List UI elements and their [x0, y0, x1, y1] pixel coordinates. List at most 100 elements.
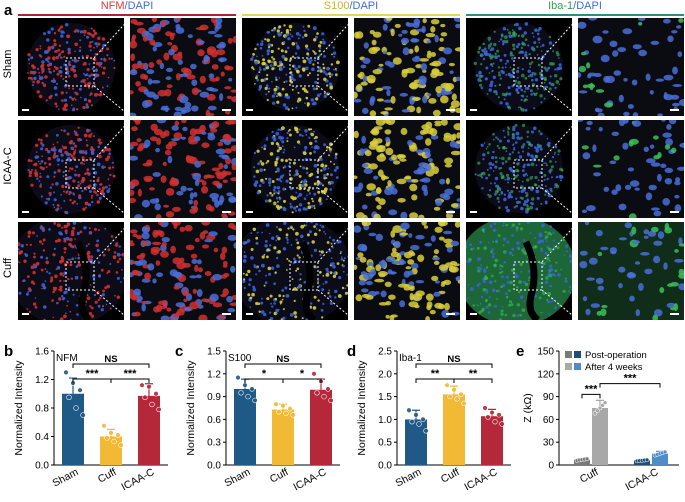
y-tick-label: 0.0: [378, 461, 392, 472]
y-tick-label: 0.6: [207, 415, 221, 426]
significance-label: **: [431, 368, 440, 380]
y-axis-label: Normalized Intensity: [356, 360, 368, 456]
y-tick-label: 0.8: [35, 404, 49, 415]
data-point: [157, 407, 162, 412]
y-tick-label: 0.4: [35, 432, 49, 443]
data-point: [462, 401, 467, 406]
chart-title: Iba-1: [399, 353, 422, 364]
bar-icaa-c: [138, 396, 160, 465]
bar-sham: [405, 419, 427, 465]
data-point: [291, 412, 296, 417]
y-tick-label: 60: [543, 415, 555, 426]
data-point: [67, 395, 72, 400]
legend-swatch: [574, 351, 581, 358]
data-point: [109, 431, 114, 436]
data-point: [417, 422, 422, 427]
x-tick-label: ICAA-C: [291, 466, 328, 493]
zoom-line: [542, 290, 578, 320]
bar-cuff: [443, 394, 465, 465]
bar-sham: [62, 394, 84, 465]
data-point: [663, 450, 667, 454]
data-point: [424, 428, 429, 433]
data-point: [445, 383, 450, 388]
data-point: [493, 419, 498, 424]
data-point: [277, 409, 282, 414]
legend-swatch: [565, 351, 572, 358]
y-tick-label: 0.3: [207, 438, 221, 449]
zoom-line: [318, 120, 354, 160]
significance-label: ***: [585, 383, 599, 395]
significance-label: NS: [276, 354, 289, 365]
data-point: [407, 408, 412, 413]
y-tick-label: 1.5: [207, 347, 221, 358]
data-point: [603, 401, 607, 405]
data-point: [81, 413, 86, 418]
data-point: [112, 439, 117, 444]
data-point: [459, 392, 464, 397]
zoom-line: [542, 188, 578, 218]
significance-label: NS: [104, 354, 117, 365]
y-axis-label: Z (kΩ): [522, 393, 534, 422]
data-point: [119, 443, 124, 448]
y-tick-label: 120: [537, 369, 554, 380]
data-point: [154, 391, 159, 396]
y-axis-label: Normalized Intensity: [185, 360, 197, 456]
significance-label: ***: [86, 368, 100, 380]
data-point: [236, 375, 241, 380]
zoom-line: [542, 222, 578, 262]
zoom-line: [94, 120, 130, 160]
y-tick-label: 1.0: [378, 415, 392, 426]
data-point: [150, 402, 155, 407]
zoom-line: [94, 222, 130, 262]
legend-label: Post-operation: [585, 350, 647, 361]
y-tick-label: 1.2: [207, 369, 221, 380]
data-point: [312, 371, 317, 376]
legend-label: After 4 weeks: [585, 362, 643, 373]
chart-title: S100: [228, 353, 252, 364]
y-tick-label: 0.5: [378, 438, 392, 449]
data-point: [585, 457, 589, 461]
x-tick-label: Cuff: [578, 466, 601, 486]
data-point: [455, 396, 460, 401]
data-point: [105, 436, 110, 441]
bar-cuff: [272, 410, 294, 465]
x-tick-label: Sham: [394, 466, 424, 490]
zoom-line: [94, 290, 130, 320]
y-tick-label: 0.0: [35, 461, 49, 472]
zoom-line: [318, 222, 354, 262]
legend-swatch: [565, 363, 572, 370]
x-tick-label: Cuff: [268, 466, 291, 486]
data-point: [497, 412, 502, 417]
data-point: [246, 394, 251, 399]
y-tick-label: 1.5: [378, 392, 392, 403]
x-tick-label: Sham: [51, 466, 81, 490]
y-tick-label: 90: [543, 392, 555, 403]
legend-swatch: [574, 363, 581, 370]
zoom-line: [318, 188, 354, 218]
zoom-line: [542, 120, 578, 160]
y-tick-label: 0: [548, 461, 554, 472]
y-tick-label: 1.2: [35, 375, 49, 386]
y-tick-label: 2.5: [378, 347, 392, 358]
data-point: [500, 422, 505, 427]
significance-label: *: [300, 368, 305, 380]
significance-label: ***: [624, 373, 638, 385]
x-tick-label: Sham: [223, 466, 253, 490]
x-tick-label: ICAA-C: [462, 466, 499, 493]
zoom-indicator-lines: [0, 0, 685, 330]
data-point: [78, 388, 83, 393]
data-point: [326, 387, 331, 392]
y-tick-label: 30: [543, 438, 555, 449]
data-point: [483, 406, 488, 411]
y-axis-label: Normalized Intensity: [13, 360, 25, 456]
data-point: [253, 398, 258, 403]
data-point: [322, 394, 327, 399]
significance-label: *: [262, 368, 267, 380]
data-point: [116, 433, 121, 438]
data-point: [147, 384, 152, 389]
data-point: [274, 402, 279, 407]
bar-cuff: [100, 437, 122, 466]
